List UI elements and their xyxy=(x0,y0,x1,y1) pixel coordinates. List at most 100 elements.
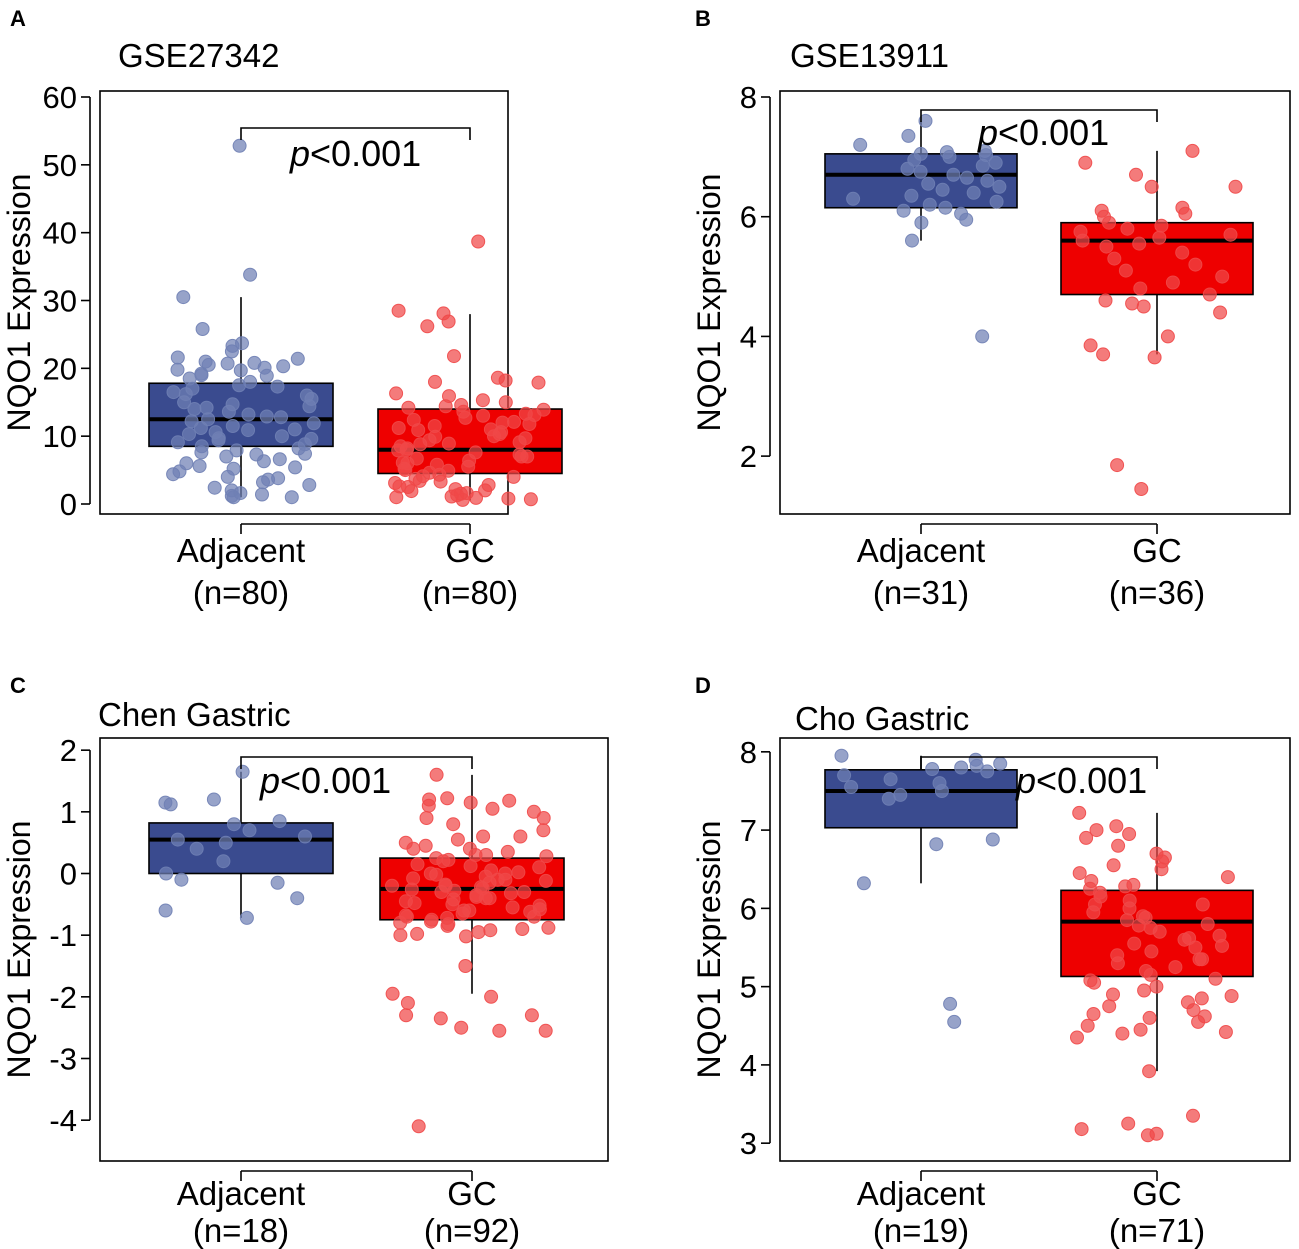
data-point xyxy=(391,421,406,435)
data-point xyxy=(985,832,1000,847)
data-point xyxy=(966,185,981,200)
data-point xyxy=(304,431,319,446)
panel-title: Cho Gastric xyxy=(795,700,969,737)
data-point xyxy=(992,179,1007,194)
data-point xyxy=(462,903,477,918)
data-point xyxy=(232,138,247,153)
p-value-threshold: <0.001 xyxy=(310,133,421,174)
data-point xyxy=(1134,482,1149,496)
data-point xyxy=(1074,1122,1089,1137)
y-tick-label: 6 xyxy=(740,891,757,926)
data-point xyxy=(1096,347,1111,362)
data-point xyxy=(527,408,542,423)
y-tick-label: 4 xyxy=(740,319,757,354)
y-tick-label: 8 xyxy=(740,80,757,115)
p-value-threshold: <0.001 xyxy=(998,112,1109,153)
significance-bracket xyxy=(240,127,471,140)
data-point xyxy=(959,212,974,227)
data-point xyxy=(881,791,896,806)
data-point xyxy=(1121,1116,1136,1131)
y-tick-label: 8 xyxy=(740,735,757,770)
plot-frame xyxy=(779,90,1291,515)
y-tick-label: 2 xyxy=(740,439,757,474)
data-point xyxy=(419,811,434,825)
data-point xyxy=(980,173,995,188)
data-point xyxy=(1078,155,1093,170)
sample-size-label: (n=19) xyxy=(873,1212,969,1249)
data-point xyxy=(411,1119,426,1134)
data-point xyxy=(484,989,499,1004)
data-point xyxy=(287,422,302,437)
data-point xyxy=(938,200,953,215)
data-point xyxy=(207,480,222,495)
y-tick-label: 6 xyxy=(740,200,757,235)
data-point xyxy=(476,408,491,423)
data-point xyxy=(463,795,478,810)
data-point xyxy=(511,865,526,880)
data-point xyxy=(433,474,448,489)
data-point xyxy=(1079,830,1094,845)
data-point xyxy=(946,167,961,182)
y-tick-label: -1 xyxy=(49,918,77,953)
data-point xyxy=(1194,991,1209,1006)
data-point xyxy=(418,838,433,853)
data-point xyxy=(993,756,1008,771)
data-point xyxy=(219,449,234,464)
data-point xyxy=(517,885,532,899)
data-point xyxy=(498,373,513,388)
data-point xyxy=(441,436,456,451)
y-tick-label: 10 xyxy=(43,419,77,454)
data-point xyxy=(1186,1108,1200,1123)
data-point xyxy=(1075,233,1090,248)
data-point xyxy=(440,791,455,806)
data-point xyxy=(980,764,995,779)
data-point xyxy=(229,443,244,458)
data-point xyxy=(220,469,235,484)
panel-letter: C xyxy=(10,673,26,698)
data-point xyxy=(1178,206,1193,221)
data-point xyxy=(398,463,413,478)
data-point xyxy=(256,454,271,469)
data-point xyxy=(934,784,949,798)
data-point xyxy=(1072,805,1087,820)
data-point xyxy=(416,469,430,484)
data-point xyxy=(256,475,270,490)
data-point xyxy=(1182,931,1197,946)
data-point xyxy=(471,925,486,940)
data-point xyxy=(400,996,415,1010)
data-point xyxy=(1111,838,1126,853)
data-point xyxy=(206,792,221,807)
p-value-symbol: p xyxy=(977,112,998,153)
data-point xyxy=(960,170,974,185)
data-point xyxy=(461,459,476,474)
data-point xyxy=(925,762,940,776)
data-point xyxy=(1152,924,1167,939)
data-point xyxy=(385,878,399,893)
data-point xyxy=(536,823,551,838)
data-point xyxy=(1122,901,1137,916)
data-point xyxy=(1208,971,1223,986)
data-point xyxy=(170,832,185,847)
y-tick-label: -4 xyxy=(49,1103,77,1138)
panel-title: Chen Gastric xyxy=(98,696,291,733)
data-point xyxy=(526,804,541,819)
y-axis-label: NQO1 Expression xyxy=(691,174,727,432)
y-axis-label: NQO1 Expression xyxy=(691,821,727,1079)
y-tick-label: -2 xyxy=(49,980,77,1015)
y-tick-label: 1 xyxy=(60,795,77,830)
data-point xyxy=(458,410,473,425)
data-point xyxy=(1118,879,1133,894)
data-point xyxy=(404,882,419,897)
data-point xyxy=(538,873,553,888)
data-point xyxy=(483,923,498,938)
data-point xyxy=(1218,1025,1233,1039)
data-point xyxy=(182,427,196,442)
data-point xyxy=(1133,281,1148,296)
data-point xyxy=(975,158,990,173)
data-point xyxy=(914,215,929,230)
data-point xyxy=(490,872,505,887)
data-point xyxy=(1185,143,1200,158)
data-point xyxy=(900,161,915,176)
sample-size-label: (n=36) xyxy=(1109,574,1205,611)
data-point xyxy=(943,996,958,1011)
